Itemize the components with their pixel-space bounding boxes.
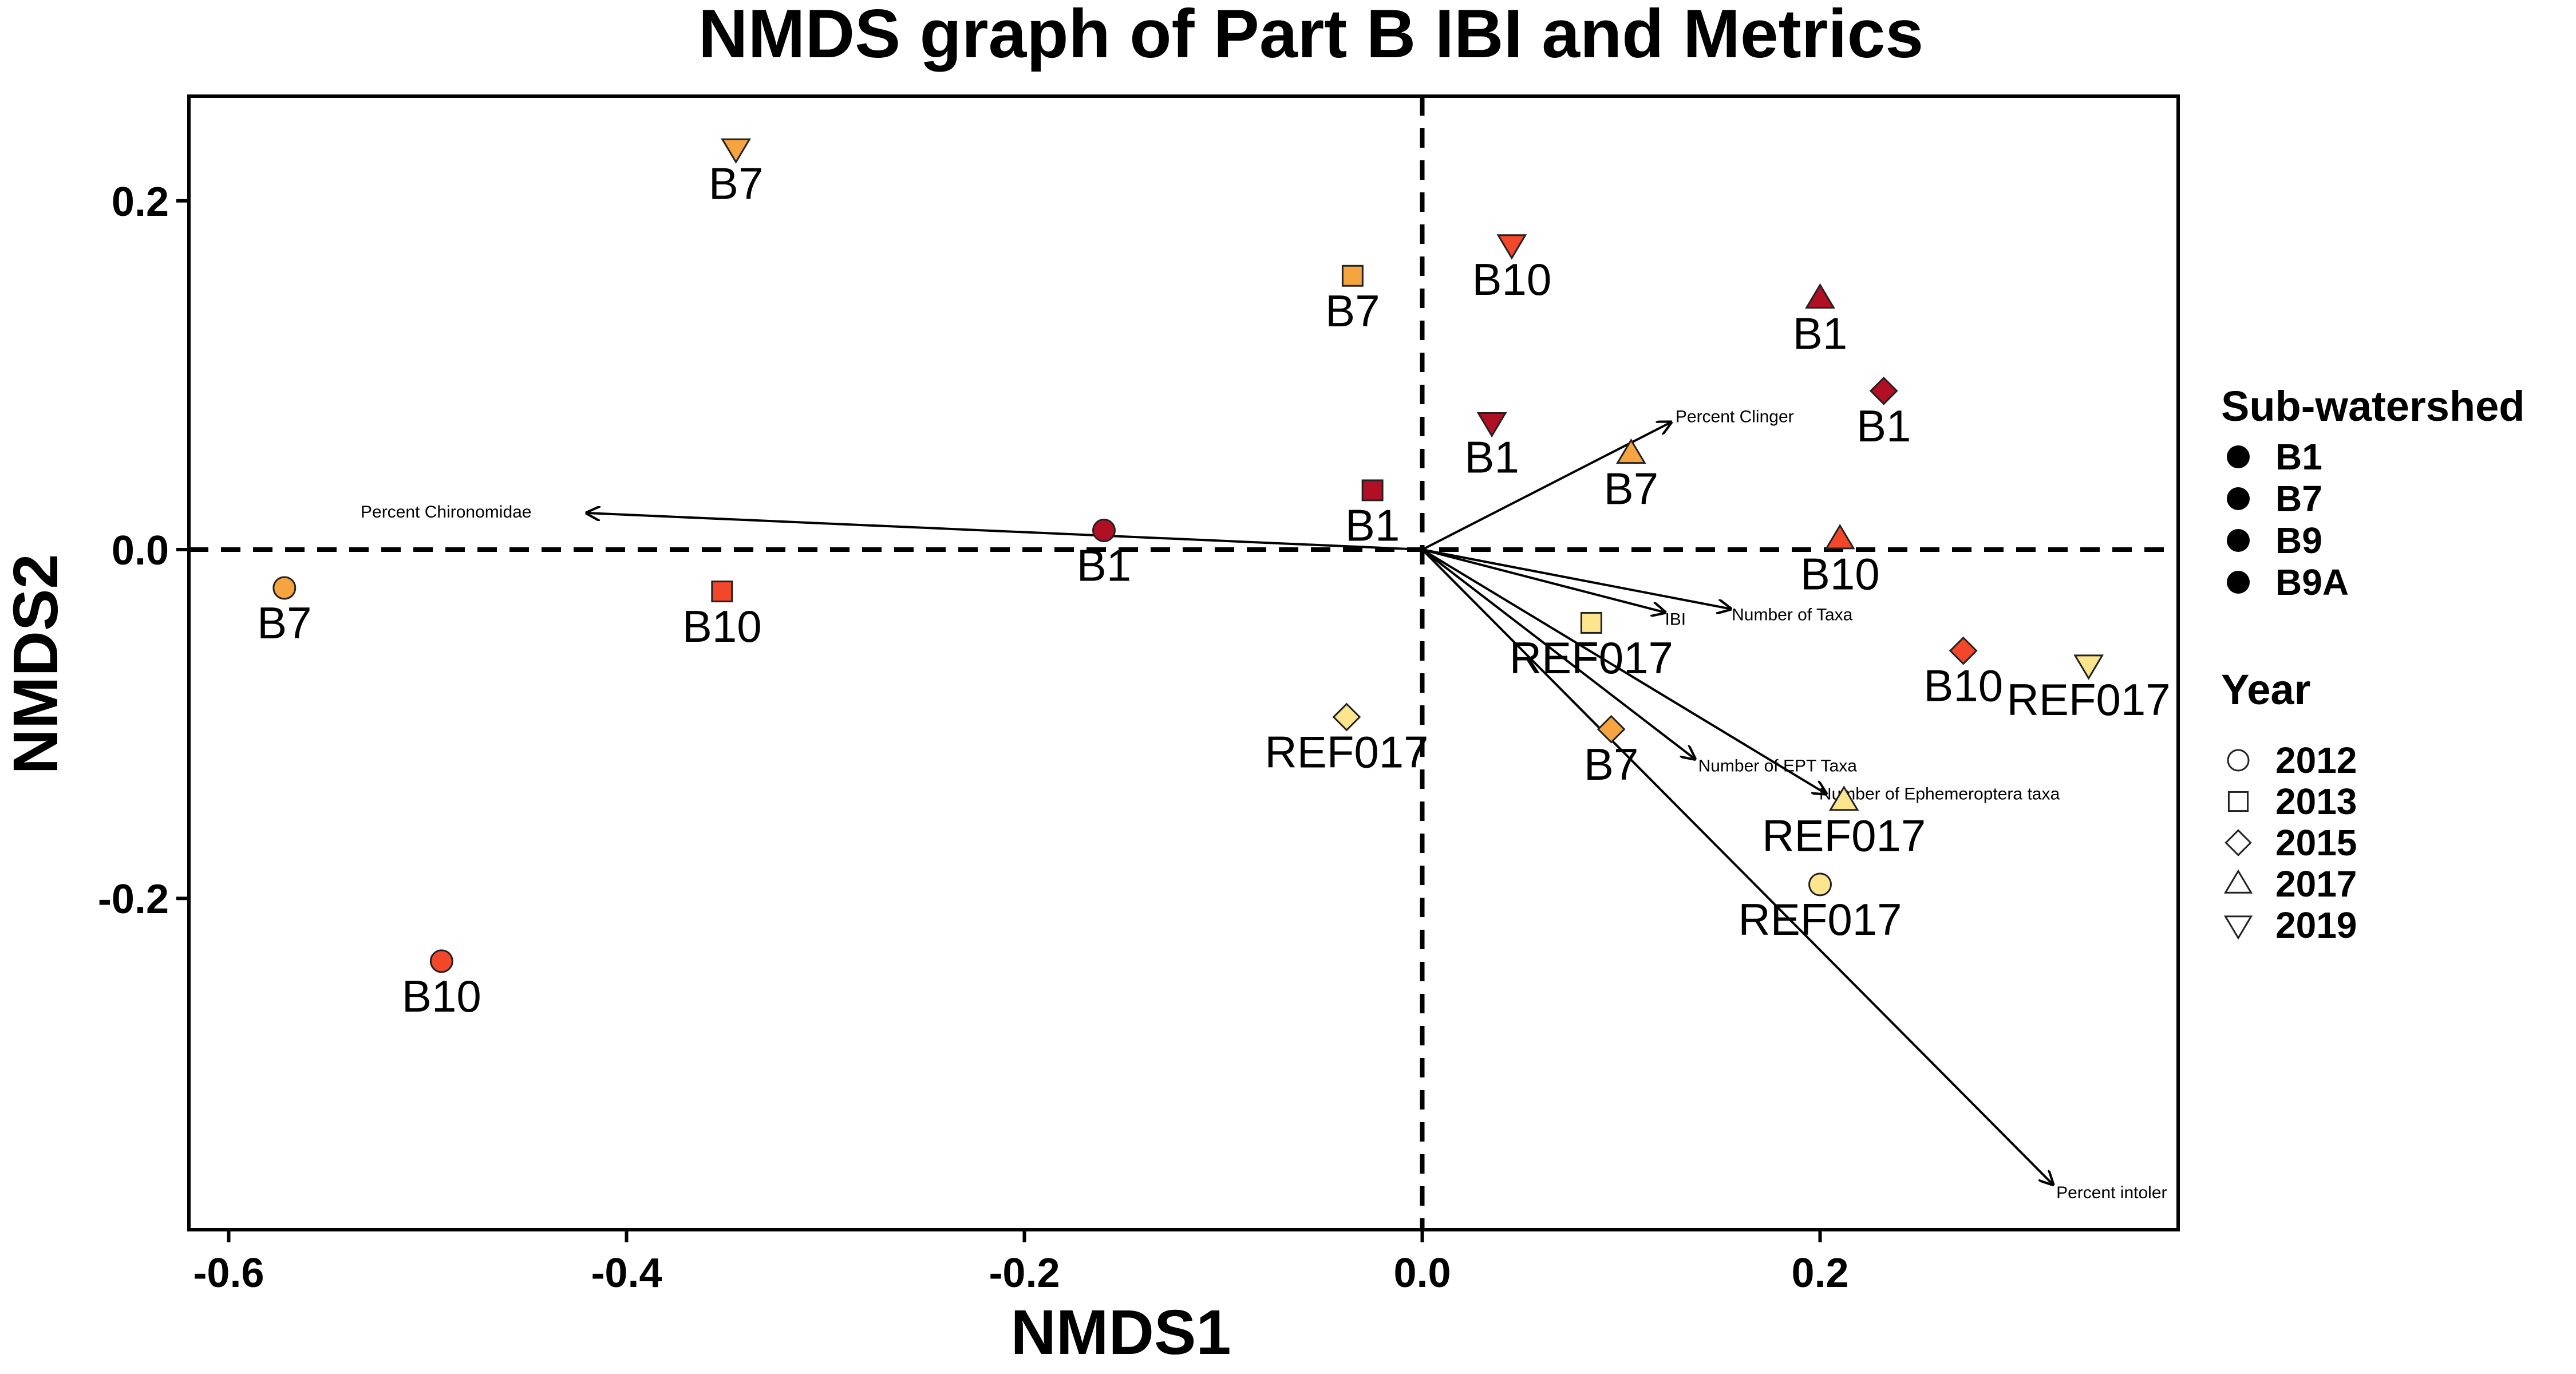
legend-title-year: Year [2221, 666, 2310, 713]
legend-sub-watershed-key [2227, 571, 2250, 594]
point-label: REF017 [1265, 727, 1428, 777]
x-tick-label: 0.0 [1393, 1250, 1451, 1296]
point-label: B10 [402, 971, 481, 1021]
data-point [1869, 376, 1898, 405]
y-tick-label: 0.2 [112, 179, 169, 225]
data-point [429, 949, 453, 973]
y-axis: -0.2 0.0 0.2 [98, 179, 189, 922]
y-tick-label: -0.2 [98, 876, 169, 922]
point-label: REF017 [1738, 894, 1902, 945]
point-label: B7 [1325, 286, 1380, 336]
point-label: REF017 [1510, 633, 1673, 683]
x-tick-label: 0.2 [1791, 1250, 1848, 1296]
point-label: B7 [257, 598, 311, 648]
data-point [1824, 524, 1855, 550]
vector-arrow [1422, 548, 1731, 609]
vector-arrow [1421, 548, 2053, 1185]
point-label: B1 [1793, 308, 1847, 358]
vector-arrow [1421, 548, 1695, 759]
point-label: B7 [709, 158, 763, 208]
vector-arrow [587, 513, 1423, 551]
vector-label: Percent Clinger [1676, 408, 1794, 427]
point-label: B1 [1856, 401, 1911, 451]
data-point [1808, 872, 1832, 897]
data-point [711, 581, 733, 603]
vector-label: Number of Ephemeroptera taxa [1819, 784, 2060, 803]
data-point [2073, 654, 2104, 680]
legend-sub-watershed-label: B7 [2275, 478, 2322, 519]
legend-sub-watershed-key [2227, 529, 2250, 552]
legend-year-label: 2017 [2275, 863, 2357, 905]
point-label: B10 [1800, 549, 1880, 599]
point-label: B7 [1584, 739, 1638, 789]
data-point [1332, 702, 1361, 732]
vector-label: IBI [1665, 610, 1686, 629]
vector-label: Number of Taxa [1732, 606, 1853, 625]
data-point [1805, 283, 1835, 309]
point-layer [272, 138, 2104, 973]
vector-label: Percent Chironomidae [361, 503, 532, 522]
legend-sub-watershed-label: B1 [2275, 436, 2322, 477]
chart-title: NMDS graph of Part B IBI and Metrics [698, 0, 1923, 72]
point-label: REF017 [1762, 811, 1926, 861]
point-label: B1 [1464, 432, 1519, 483]
vector-arrow [1421, 548, 1826, 793]
data-point [721, 138, 752, 164]
legend-year-label: 2012 [2275, 740, 2357, 781]
x-tick-label: -0.4 [591, 1250, 662, 1296]
plot-frame [187, 94, 2180, 1231]
data-point [1496, 234, 1527, 260]
data-point [1949, 636, 1978, 665]
legend-title-sub-watershed: Sub-watershed [2221, 382, 2524, 430]
data-point [1615, 438, 1646, 464]
legend-year-key [2227, 791, 2249, 812]
x-axis-title: NMDS1 [1010, 1297, 1231, 1368]
x-tick-label: -0.6 [193, 1250, 264, 1296]
legend-sub-watershed-label: B9 [2275, 520, 2322, 561]
vector-arrow [1421, 548, 1665, 613]
point-label: B1 [1077, 540, 1131, 590]
data-point [272, 576, 297, 600]
legend-year-label: 2019 [2275, 905, 2357, 946]
reference-lines [189, 96, 2178, 1230]
legend-year-key [2223, 869, 2253, 894]
data-point [1828, 785, 1859, 811]
legend-year-key [2227, 749, 2250, 772]
legend-sub-watershed-label: B9A [2275, 562, 2349, 603]
point-label: B10 [1472, 254, 1551, 305]
legend-sub-watershed-key [2227, 487, 2250, 510]
vector-label: Number of EPT Taxa [1698, 757, 1858, 776]
vector-label: Percent intoler [2056, 1183, 2167, 1202]
point-label: REF017 [2007, 674, 2171, 725]
legend-year-label: 2013 [2275, 781, 2357, 822]
data-point [1580, 611, 1602, 634]
data-point [1476, 412, 1507, 438]
y-axis-title: NMDS2 [1, 554, 71, 774]
legend-year-key [2225, 829, 2252, 856]
legend-year-key [2223, 915, 2253, 940]
point-label: B10 [1923, 661, 2003, 711]
legend-sub-watershed-key [2227, 445, 2250, 468]
y-tick-label: 0.0 [112, 528, 169, 574]
vector-layer: Percent Chironomidae Percent Clinger IBI Nu… [361, 408, 2167, 1202]
point-label: B10 [682, 601, 762, 652]
data-point [1597, 714, 1626, 744]
data-point [1092, 518, 1116, 542]
x-tick-label: -0.2 [989, 1250, 1060, 1296]
point-label: B7 [1604, 463, 1658, 514]
point-label: B1 [1345, 500, 1400, 550]
data-point [1361, 479, 1384, 502]
legend-year-label: 2015 [2275, 822, 2357, 863]
x-axis: -0.6 -0.4 -0.2 0.0 0.2 [193, 1230, 1849, 1296]
data-point [1341, 264, 1364, 287]
